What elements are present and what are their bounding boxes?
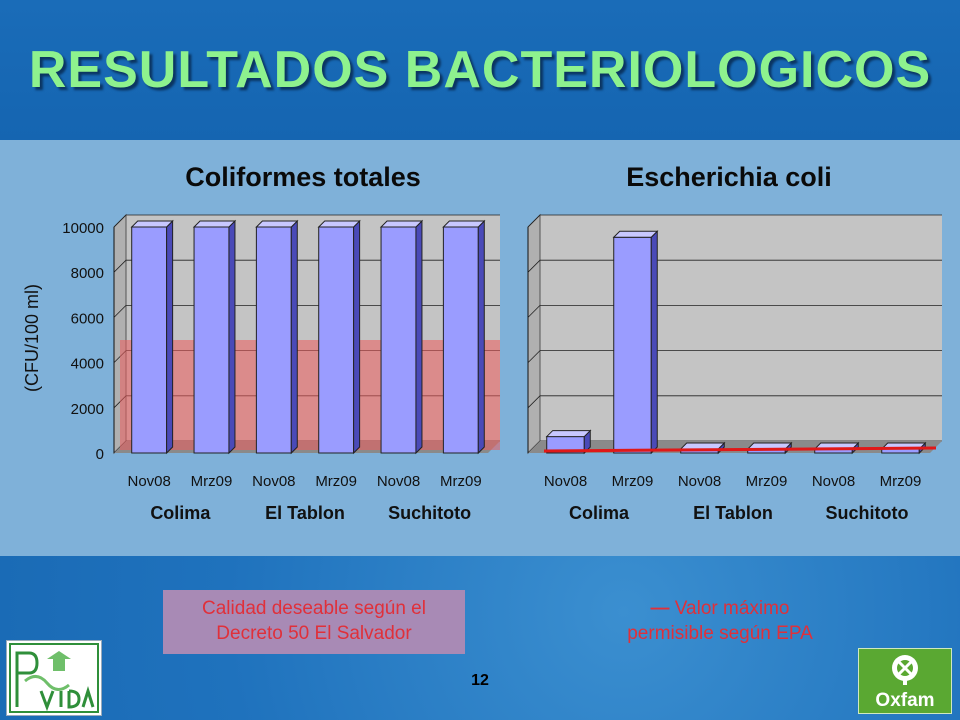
chart1-y-tick-label: 6000	[71, 310, 104, 327]
chart1-x-tick-label: Mrz09	[440, 473, 482, 490]
chart1-x-tick-label: Nov08	[252, 473, 295, 490]
chart1-x-tick-label: Mrz09	[315, 473, 357, 490]
chart1-y-tick-label: 4000	[71, 356, 104, 373]
chart1-title: Coliformes totales	[185, 162, 421, 192]
chart1-x-tick-label: Nov08	[377, 473, 420, 490]
chart1-bar-top	[130, 220, 174, 228]
chart1-bar-top	[379, 220, 424, 228]
chart1-bar-side	[228, 219, 236, 455]
chart2-x-tick-label: Nov08	[812, 473, 855, 490]
chart1-plot: 0 2000 4000 6000 8000 10000 Nov08 Mrz09 Nov08 Mrz…	[62, 213, 500, 523]
chart2-x-tick-label: Nov08	[678, 473, 721, 490]
legend-line-line-1: — Valor máximo	[590, 596, 850, 621]
chart2-bar-top	[612, 230, 659, 238]
chart1-gridline	[113, 259, 500, 273]
slide-title: RESULTADOS BACTERIOLOGICOS	[28, 41, 932, 99]
chart2-bar-top	[679, 442, 726, 450]
chart1-group-label: Colima	[150, 503, 211, 523]
chart1-bar-side	[477, 219, 485, 455]
chart1-bar-top	[442, 220, 486, 228]
chart1-bar	[193, 226, 230, 454]
oxfam-logo: Oxfam	[858, 648, 952, 714]
charts-canvas: Coliformes totales Escherichia coli (CFU…	[22, 162, 942, 523]
legend-line-dash: —	[650, 598, 670, 619]
chart2-epa-limit-line	[543, 446, 937, 453]
chart1-bar-top	[255, 220, 299, 228]
chart2-gridline	[527, 259, 942, 273]
title-band	[0, 0, 960, 140]
chart1-bar-side	[290, 219, 298, 455]
epa-limit-legend: — Valor máximo permisible según EPA	[590, 596, 850, 646]
chart2-x-tick-label: Nov08	[544, 473, 587, 490]
legend-box-line-1: Calidad deseable según el	[202, 598, 426, 619]
chart2-x-tick-label: Mrz09	[880, 473, 922, 490]
chart1-ylabel: (CFU/100 ml)	[22, 284, 42, 392]
chart1-desirable-band	[120, 340, 500, 450]
chart1-bar	[255, 226, 292, 454]
chart2-gridline	[527, 350, 942, 363]
chart2-x-tick-label: Mrz09	[612, 473, 654, 490]
chart1-bar	[380, 226, 417, 454]
chart1-bar	[131, 226, 168, 454]
legend-box-line-2: Decreto 50 El Salvador	[216, 623, 412, 644]
legend-line-text-1: Valor máximo	[674, 598, 790, 619]
chart1-bar	[318, 226, 355, 454]
legend-line-text-2: permisible según EPA	[627, 623, 813, 644]
chart1-bar-side	[415, 219, 423, 455]
chart2-bar	[613, 236, 652, 454]
oxfam-logo-graphic: Oxfam	[875, 655, 935, 711]
oxfam-logo-text: Oxfam	[875, 690, 934, 711]
chart1-group-label: Suchitoto	[388, 503, 471, 523]
chart2-gridline	[527, 395, 942, 409]
chart2-bar-side	[650, 230, 658, 455]
chart1-group-label: El Tablon	[265, 503, 345, 523]
chart2-group-label: Suchitoto	[826, 503, 909, 523]
chart1-bar-side	[353, 219, 361, 455]
chart1-bar-side	[166, 219, 174, 455]
chart2-gridline	[527, 304, 942, 318]
chart1-x-tick-label: Nov08	[127, 473, 170, 490]
pro-vida-logo-graphic	[9, 643, 99, 713]
chart2-back-wall	[540, 215, 942, 441]
page-number: 12	[471, 672, 489, 689]
chart2-group-label: Colima	[569, 503, 630, 523]
chart2-plot: Nov08 Mrz09 Nov08 Mrz09 Nov08 Mrz09 Colima El T…	[527, 213, 942, 523]
chart1-bar	[442, 226, 479, 454]
pro-vida-logo	[6, 640, 102, 716]
chart1-y-tick-label: 0	[96, 446, 104, 463]
chart1-gridline	[113, 214, 500, 228]
chart1-y-tick-label: 8000	[71, 265, 104, 282]
chart2-x-tick-label: Mrz09	[746, 473, 788, 490]
chart2-gridline	[527, 214, 942, 228]
chart1-y-tick-label: 10000	[62, 220, 104, 237]
chart2-group-label: El Tablon	[693, 503, 773, 523]
chart2-side-wall	[527, 213, 541, 455]
chart1-gridline	[113, 304, 500, 318]
desirable-quality-legend: Calidad deseable según el Decreto 50 El …	[163, 590, 465, 654]
chart2-bar-top	[545, 430, 592, 438]
chart1-x-tick-label: Mrz09	[191, 473, 233, 490]
chart1-bar-top	[317, 220, 361, 228]
chart1-y-tick-label: 2000	[71, 401, 104, 418]
chart1-bar-top	[192, 220, 237, 228]
chart2-title: Escherichia coli	[626, 162, 832, 192]
